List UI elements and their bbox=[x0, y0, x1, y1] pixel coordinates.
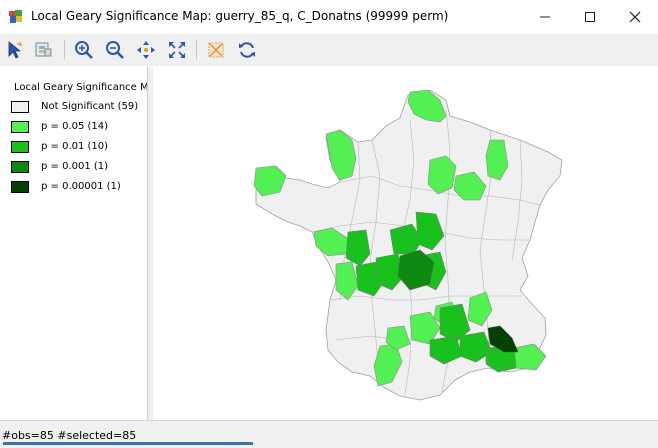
map-region bbox=[429, 335, 463, 365]
legend-swatch bbox=[11, 161, 29, 173]
map-region bbox=[427, 155, 457, 195]
selection-mode-button[interactable] bbox=[33, 39, 55, 61]
refresh-icon bbox=[239, 42, 255, 58]
legend-label: p = 0.01 (10) bbox=[41, 141, 109, 152]
legend-panel[interactable]: Local Geary Significance M Not Significa… bbox=[0, 67, 148, 420]
geoda-app-icon bbox=[9, 10, 22, 23]
fit-to-window-icon bbox=[169, 42, 185, 58]
pan-icon bbox=[137, 41, 155, 59]
zoom-out-button[interactable] bbox=[104, 39, 126, 61]
map-region bbox=[253, 165, 287, 197]
pane-splitter[interactable] bbox=[148, 67, 153, 420]
toolbar bbox=[0, 34, 658, 66]
minimize-button[interactable] bbox=[522, 0, 568, 34]
map-region bbox=[385, 325, 411, 351]
selection-mode-icon bbox=[35, 42, 52, 57]
legend-swatch bbox=[11, 141, 29, 153]
maximize-button[interactable] bbox=[567, 0, 613, 34]
status-text: #obs=85 #selected=85 bbox=[2, 429, 137, 442]
map-region bbox=[335, 261, 359, 301]
legend-swatch bbox=[11, 121, 29, 133]
regions-p-001[interactable] bbox=[345, 211, 517, 373]
close-icon bbox=[629, 11, 641, 23]
legend-label: p = 0.001 (1) bbox=[41, 161, 109, 172]
fit-to-window-button[interactable] bbox=[166, 39, 188, 61]
zoom-in-button[interactable] bbox=[73, 39, 95, 61]
map-region bbox=[459, 331, 493, 363]
map-region bbox=[415, 211, 445, 251]
legend-swatch bbox=[11, 101, 29, 113]
clear-selection-icon bbox=[208, 42, 224, 58]
maximize-icon bbox=[585, 12, 595, 22]
region-p-000001[interactable] bbox=[487, 325, 519, 353]
map-region bbox=[453, 171, 487, 201]
zoom-out-icon bbox=[106, 41, 124, 59]
window-title: Local Geary Significance Map: guerry_85_… bbox=[31, 9, 449, 23]
map-region bbox=[409, 311, 441, 345]
refresh-button[interactable] bbox=[236, 39, 258, 61]
clear-selection-button[interactable] bbox=[205, 39, 227, 61]
legend-label: p = 0.00001 (1) bbox=[41, 181, 121, 192]
map-canvas[interactable] bbox=[153, 67, 658, 420]
map-region bbox=[513, 343, 547, 371]
taskbar-indicator bbox=[3, 442, 253, 445]
select-tool-button[interactable] bbox=[4, 39, 26, 61]
pan-button[interactable] bbox=[135, 39, 157, 61]
regions-p-005[interactable] bbox=[253, 89, 547, 387]
legend-title: Local Geary Significance M bbox=[14, 82, 148, 93]
legend-swatch bbox=[11, 181, 29, 193]
map-region bbox=[375, 253, 405, 291]
title-bar: Local Geary Significance Map: guerry_85_… bbox=[0, 0, 658, 34]
toolbar-separator bbox=[196, 40, 197, 60]
legend-label: p = 0.05 (14) bbox=[41, 121, 109, 132]
map-region bbox=[389, 223, 423, 255]
toolbar-separator bbox=[64, 40, 65, 60]
minimize-icon bbox=[540, 16, 550, 18]
map-region bbox=[485, 139, 509, 181]
map-region bbox=[407, 89, 447, 123]
region-p-0001[interactable] bbox=[397, 249, 435, 291]
close-button[interactable] bbox=[612, 0, 658, 34]
map-region bbox=[313, 227, 351, 257]
select-tool-icon bbox=[8, 41, 23, 59]
map-region bbox=[467, 291, 493, 327]
map-region bbox=[325, 129, 357, 181]
zoom-in-icon bbox=[75, 41, 93, 59]
legend-label: Not Significant (59) bbox=[41, 101, 139, 112]
france-choropleth-map[interactable] bbox=[153, 67, 658, 420]
map-region bbox=[345, 229, 371, 267]
